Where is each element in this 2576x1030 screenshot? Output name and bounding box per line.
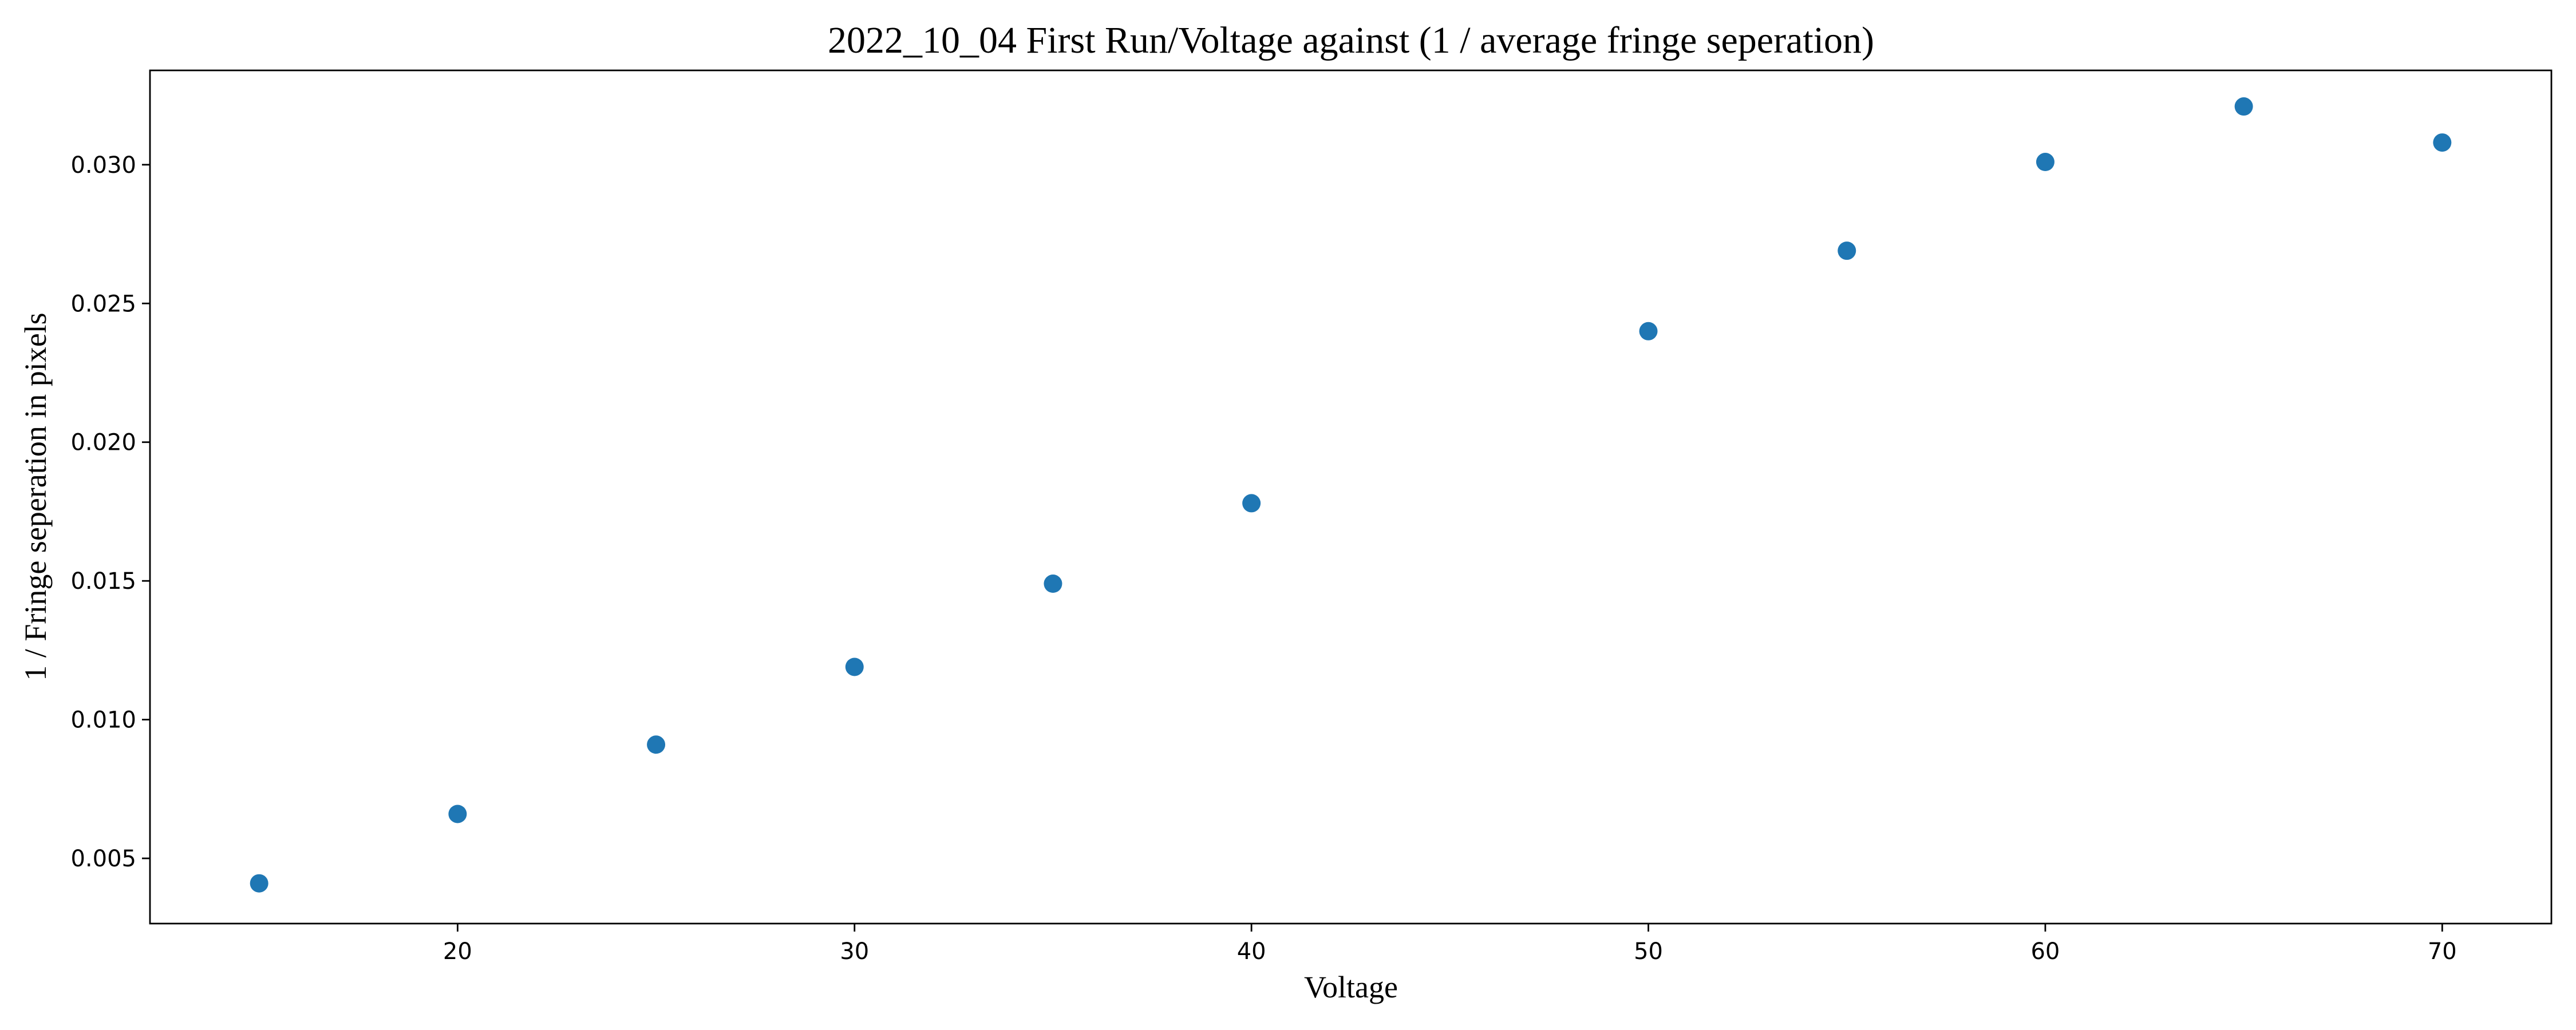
plot-frame [149, 69, 2553, 925]
x-tick-label: 40 [1237, 938, 1266, 965]
x-tick-label: 70 [2428, 938, 2457, 965]
data-point [448, 805, 467, 823]
x-tick-label: 60 [2030, 938, 2060, 965]
y-tick-label: 0.025 [70, 291, 136, 317]
x-tick-label: 50 [1634, 938, 1663, 965]
x-axis-label: Voltage [1304, 970, 1398, 1004]
x-tick-label: 30 [840, 938, 869, 965]
data-point [1242, 494, 1261, 513]
chart-title: 2022_10_04 First Run/Voltage against (1 … [828, 19, 1874, 61]
y-axis: 0.005 0.010 0.015 0.020 0.025 0.030 [70, 152, 150, 872]
data-point [250, 874, 268, 893]
data-point [2036, 153, 2055, 172]
y-tick-label: 0.015 [70, 568, 136, 595]
data-point [1044, 575, 1062, 593]
data-point [845, 657, 864, 676]
data-points [250, 97, 2452, 893]
y-tick-label: 0.005 [70, 846, 136, 872]
data-point [2234, 97, 2253, 116]
y-tick-label: 0.030 [70, 152, 136, 179]
data-point [1639, 322, 1658, 340]
y-tick-label: 0.020 [70, 430, 136, 456]
data-point [647, 735, 666, 754]
data-point [1838, 241, 1856, 260]
data-point [2433, 133, 2452, 152]
x-tick-label: 20 [443, 938, 472, 965]
y-tick-label: 0.010 [70, 707, 136, 734]
x-axis: 20 30 40 50 60 70 [443, 924, 2457, 965]
y-axis-label: 1 / Fringe seperation in pixels [18, 312, 53, 680]
